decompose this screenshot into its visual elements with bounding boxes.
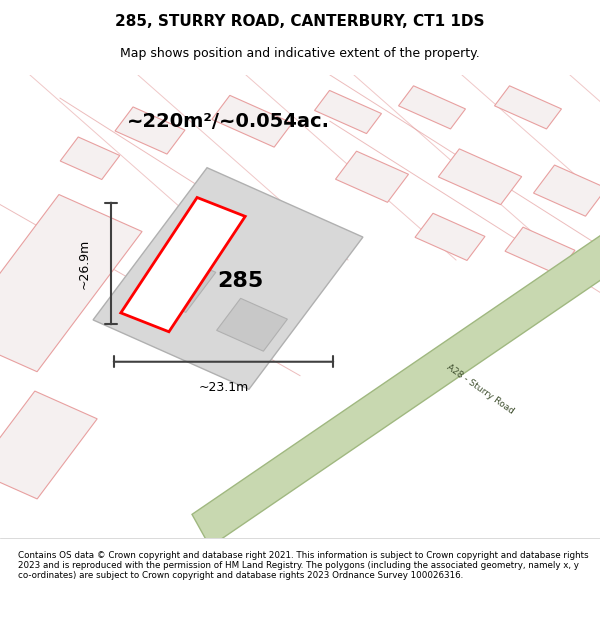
Polygon shape	[314, 91, 382, 134]
Polygon shape	[533, 165, 600, 216]
Polygon shape	[415, 213, 485, 261]
Polygon shape	[144, 254, 216, 312]
Polygon shape	[0, 194, 142, 372]
Polygon shape	[398, 86, 466, 129]
Text: ~26.9m: ~26.9m	[77, 238, 91, 289]
Text: ~23.1m: ~23.1m	[199, 381, 248, 394]
Polygon shape	[121, 198, 245, 332]
Polygon shape	[439, 149, 521, 204]
Polygon shape	[494, 86, 562, 129]
Polygon shape	[192, 228, 600, 547]
Text: ~220m²/~0.054ac.: ~220m²/~0.054ac.	[127, 112, 329, 131]
Text: A28 - Sturry Road: A28 - Sturry Road	[445, 363, 515, 416]
Text: 285: 285	[217, 271, 263, 291]
Polygon shape	[0, 391, 97, 499]
Polygon shape	[60, 137, 120, 179]
Text: Map shows position and indicative extent of the property.: Map shows position and indicative extent…	[120, 48, 480, 61]
Text: Contains OS data © Crown copyright and database right 2021. This information is : Contains OS data © Crown copyright and d…	[18, 551, 589, 581]
Polygon shape	[335, 151, 409, 202]
Polygon shape	[115, 107, 185, 154]
Polygon shape	[212, 96, 292, 147]
Text: 285, STURRY ROAD, CANTERBURY, CT1 1DS: 285, STURRY ROAD, CANTERBURY, CT1 1DS	[115, 14, 485, 29]
Polygon shape	[505, 227, 575, 274]
Polygon shape	[93, 168, 363, 389]
Polygon shape	[217, 298, 287, 351]
